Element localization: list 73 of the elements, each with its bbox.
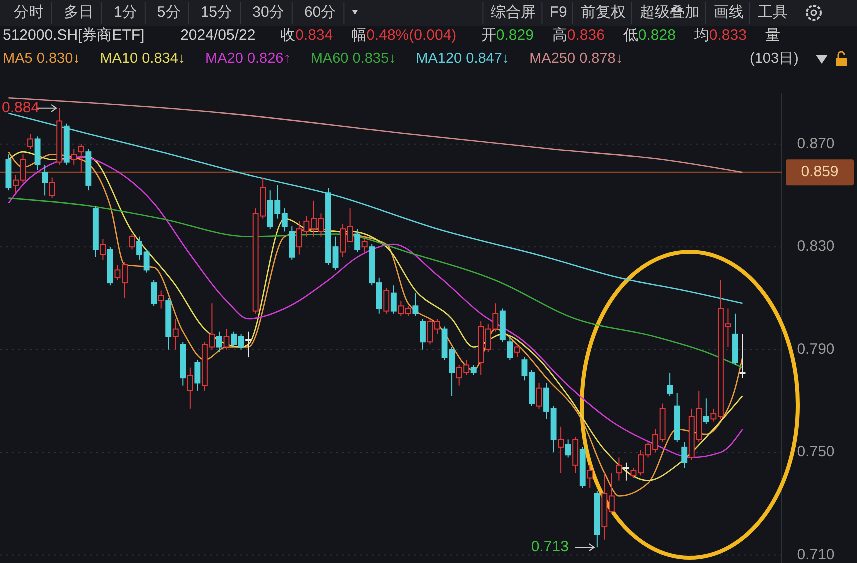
text: 画线 <box>714 4 744 21</box>
candlestick <box>703 398 710 425</box>
text: 超级叠加 <box>640 4 700 21</box>
text: 分时 <box>14 4 44 21</box>
candlestick <box>616 457 622 482</box>
candlestick <box>78 144 84 174</box>
text: 综合屏 <box>491 4 536 21</box>
candlestick <box>587 464 594 490</box>
text: MA60 0.835↓ <box>310 51 396 67</box>
text: 收0.834 <box>280 27 334 44</box>
annotation: 0.713 <box>531 538 569 556</box>
text: 15分 <box>200 4 233 21</box>
candlestick <box>624 462 630 482</box>
text: 5分 <box>157 4 181 21</box>
candlestick <box>246 331 252 358</box>
candlestick <box>42 164 48 196</box>
candlestick <box>536 382 542 410</box>
candlestick <box>151 280 158 307</box>
text: 幅0.48%(0.004) <box>352 27 457 44</box>
text: MA120 0.847↓ <box>416 51 510 67</box>
text: 高0.836 <box>552 27 605 44</box>
candlestick <box>514 344 520 358</box>
text: 量 <box>765 27 780 44</box>
text: MA5 0.830↓ <box>3 51 80 67</box>
candlestick <box>129 234 136 250</box>
ref-line-label: 0.859 <box>801 164 839 181</box>
text: 多日 <box>64 4 94 21</box>
candlestick <box>172 318 179 350</box>
candlestick <box>224 328 230 350</box>
candlestick <box>216 331 222 353</box>
candlestick <box>558 426 564 474</box>
candlestick <box>384 288 390 314</box>
y-tick-label: 0.790 <box>797 340 835 358</box>
candlestick <box>49 177 56 199</box>
candlestick <box>390 285 397 314</box>
candlestick <box>194 360 201 392</box>
candlestick <box>187 367 194 410</box>
y-tick-label: 0.710 <box>797 546 835 563</box>
candlestick <box>362 238 368 253</box>
candlestick <box>470 364 477 376</box>
candlestick <box>412 292 419 317</box>
text: 1分 <box>114 4 138 21</box>
text: MA10 0.834↓ <box>100 51 186 67</box>
candlestick <box>100 238 106 260</box>
chart-title: 512000.SH[券商ETF] <box>3 27 145 44</box>
text: 低0.828 <box>623 27 676 44</box>
candlestick <box>420 318 426 350</box>
candlestick <box>28 134 34 150</box>
text: (103日) <box>750 51 799 67</box>
candlestick <box>507 336 514 361</box>
text: 开0.829 <box>481 27 534 44</box>
candlestick <box>682 442 688 468</box>
candlestick <box>71 149 78 166</box>
y-tick-label: 0.870 <box>797 135 835 152</box>
text: 前复权 <box>581 4 626 21</box>
line-series <box>8 198 744 368</box>
text: 60分 <box>304 4 336 21</box>
candlestick <box>740 334 746 379</box>
text: MA250 0.878↓ <box>530 51 624 67</box>
candlestick <box>667 372 674 397</box>
candlestick <box>565 439 572 458</box>
y-tick-label: 0.750 <box>797 444 835 461</box>
candlestick <box>354 228 361 253</box>
text: F9 <box>550 4 568 21</box>
annotation: 0.884 <box>2 99 40 116</box>
text: MA20 0.826↑ <box>206 51 291 67</box>
text: 30分 <box>252 4 284 21</box>
candlestick <box>158 290 164 310</box>
chart-subtitle: 2024/05/22 <box>180 27 256 44</box>
text: 工具 <box>758 4 788 21</box>
line-series <box>8 112 744 304</box>
text: 均0.833 <box>693 27 747 44</box>
y-tick-label: 0.830 <box>797 238 835 256</box>
